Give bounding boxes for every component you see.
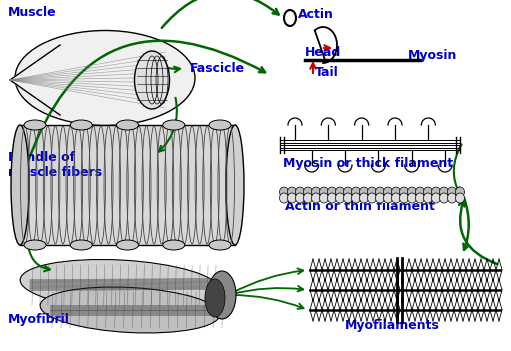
Ellipse shape bbox=[424, 193, 432, 203]
Polygon shape bbox=[10, 45, 60, 115]
Text: Myofibril: Myofibril bbox=[8, 313, 70, 326]
Ellipse shape bbox=[24, 240, 46, 250]
Ellipse shape bbox=[15, 31, 195, 126]
Ellipse shape bbox=[24, 120, 46, 130]
Ellipse shape bbox=[352, 193, 360, 203]
Ellipse shape bbox=[391, 193, 401, 203]
Ellipse shape bbox=[162, 120, 185, 130]
Ellipse shape bbox=[439, 193, 449, 203]
Ellipse shape bbox=[117, 120, 138, 130]
Ellipse shape bbox=[209, 120, 231, 130]
Ellipse shape bbox=[20, 259, 220, 311]
Ellipse shape bbox=[304, 193, 313, 203]
Ellipse shape bbox=[383, 187, 392, 197]
Ellipse shape bbox=[400, 187, 408, 197]
Text: Actin or thin filament: Actin or thin filament bbox=[285, 200, 435, 213]
Ellipse shape bbox=[209, 240, 231, 250]
Ellipse shape bbox=[376, 193, 384, 203]
Ellipse shape bbox=[455, 193, 464, 203]
Ellipse shape bbox=[11, 125, 29, 245]
Ellipse shape bbox=[352, 187, 360, 197]
Ellipse shape bbox=[319, 187, 329, 197]
Ellipse shape bbox=[415, 187, 425, 197]
Text: Tail: Tail bbox=[315, 66, 339, 79]
Ellipse shape bbox=[312, 193, 320, 203]
Ellipse shape bbox=[400, 193, 408, 203]
Ellipse shape bbox=[208, 271, 236, 319]
Ellipse shape bbox=[343, 187, 353, 197]
Ellipse shape bbox=[391, 187, 401, 197]
Text: Actin: Actin bbox=[298, 7, 334, 20]
Text: Head: Head bbox=[305, 46, 341, 59]
Ellipse shape bbox=[343, 193, 353, 203]
Ellipse shape bbox=[448, 193, 456, 203]
Text: Muscle: Muscle bbox=[8, 6, 57, 19]
Text: Fascicle: Fascicle bbox=[190, 61, 245, 74]
Ellipse shape bbox=[431, 193, 440, 203]
Ellipse shape bbox=[328, 187, 337, 197]
Text: Myosin or thick filament: Myosin or thick filament bbox=[283, 157, 453, 170]
Ellipse shape bbox=[448, 187, 456, 197]
Ellipse shape bbox=[304, 187, 313, 197]
Ellipse shape bbox=[280, 187, 289, 197]
Ellipse shape bbox=[288, 193, 296, 203]
Ellipse shape bbox=[70, 240, 92, 250]
Text: Myosin: Myosin bbox=[408, 48, 457, 61]
Ellipse shape bbox=[360, 193, 368, 203]
Ellipse shape bbox=[367, 187, 377, 197]
Ellipse shape bbox=[134, 51, 170, 109]
Ellipse shape bbox=[407, 187, 416, 197]
Ellipse shape bbox=[280, 193, 289, 203]
Ellipse shape bbox=[439, 187, 449, 197]
Ellipse shape bbox=[295, 193, 305, 203]
Ellipse shape bbox=[383, 193, 392, 203]
Ellipse shape bbox=[295, 187, 305, 197]
Ellipse shape bbox=[312, 187, 320, 197]
Ellipse shape bbox=[455, 187, 464, 197]
Ellipse shape bbox=[376, 187, 384, 197]
Ellipse shape bbox=[407, 193, 416, 203]
FancyBboxPatch shape bbox=[20, 125, 235, 245]
Ellipse shape bbox=[336, 193, 344, 203]
Ellipse shape bbox=[319, 193, 329, 203]
Ellipse shape bbox=[205, 279, 225, 317]
Ellipse shape bbox=[328, 193, 337, 203]
Ellipse shape bbox=[40, 287, 220, 333]
Ellipse shape bbox=[415, 193, 425, 203]
Ellipse shape bbox=[431, 187, 440, 197]
Ellipse shape bbox=[226, 125, 244, 245]
Ellipse shape bbox=[162, 240, 185, 250]
Ellipse shape bbox=[367, 193, 377, 203]
Ellipse shape bbox=[336, 187, 344, 197]
Ellipse shape bbox=[70, 120, 92, 130]
Ellipse shape bbox=[288, 187, 296, 197]
Ellipse shape bbox=[360, 187, 368, 197]
Ellipse shape bbox=[117, 240, 138, 250]
Text: Myofilaments: Myofilaments bbox=[345, 318, 440, 331]
Ellipse shape bbox=[424, 187, 432, 197]
Text: Bundle of
muscle fibers: Bundle of muscle fibers bbox=[8, 151, 102, 179]
